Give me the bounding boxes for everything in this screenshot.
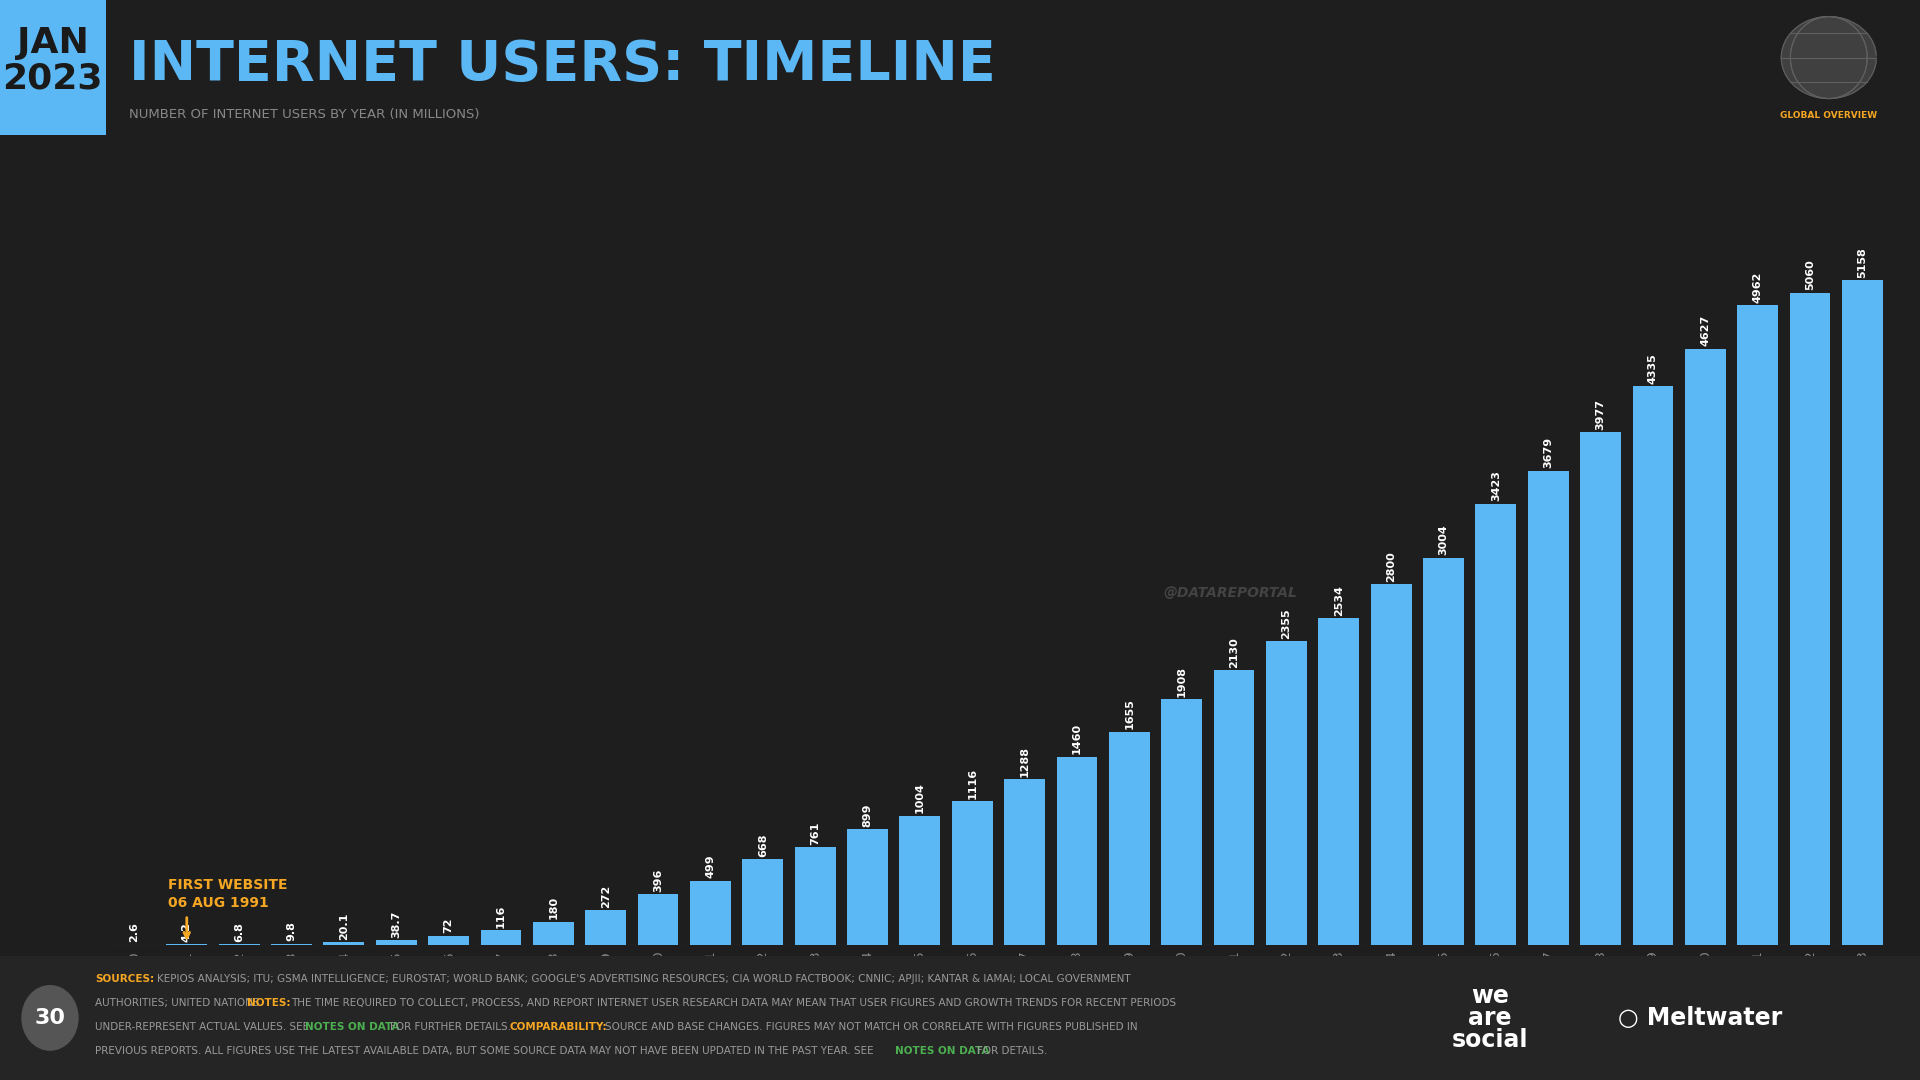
Bar — [480, 930, 522, 945]
Bar — [271, 944, 311, 945]
Text: @DATAREPORTAL: @DATAREPORTAL — [1164, 586, 1298, 600]
Bar — [1004, 779, 1044, 945]
Text: 180: 180 — [549, 896, 559, 919]
Bar — [1371, 584, 1411, 945]
Text: 2130: 2130 — [1229, 637, 1238, 669]
Text: 1460: 1460 — [1071, 724, 1083, 755]
Text: 668: 668 — [758, 833, 768, 856]
Text: FIRST WEBSITE
06 AUG 1991: FIRST WEBSITE 06 AUG 1991 — [169, 878, 288, 909]
Bar — [1841, 280, 1884, 945]
Text: 5060: 5060 — [1805, 259, 1814, 291]
Text: SOURCES:: SOURCES: — [94, 974, 154, 984]
Text: 1004: 1004 — [914, 782, 925, 813]
Bar — [1528, 471, 1569, 945]
Bar — [899, 815, 941, 945]
Bar — [1789, 293, 1830, 945]
Bar — [1580, 432, 1620, 945]
Bar — [534, 922, 574, 945]
Text: 2355: 2355 — [1281, 608, 1292, 639]
Bar — [428, 935, 468, 945]
Text: ○ Meltwater: ○ Meltwater — [1619, 1005, 1782, 1030]
Circle shape — [1782, 16, 1876, 98]
Bar — [1686, 349, 1726, 945]
Text: 6.8: 6.8 — [234, 922, 244, 942]
Bar — [1110, 731, 1150, 945]
Text: 9.8: 9.8 — [286, 921, 296, 942]
Bar — [1475, 503, 1517, 945]
Bar — [795, 847, 835, 945]
Text: 4962: 4962 — [1753, 272, 1763, 303]
Text: PREVIOUS REPORTS. ALL FIGURES USE THE LATEST AVAILABLE DATA, BUT SOME SOURCE DAT: PREVIOUS REPORTS. ALL FIGURES USE THE LA… — [94, 1047, 874, 1056]
Bar — [689, 880, 732, 945]
Text: 4627: 4627 — [1701, 315, 1711, 347]
Bar — [1162, 699, 1202, 945]
Bar — [1319, 619, 1359, 945]
Text: FOR FURTHER DETAILS.: FOR FURTHER DETAILS. — [390, 1022, 511, 1032]
Text: INTERNET USERS: TIMELINE: INTERNET USERS: TIMELINE — [129, 38, 995, 92]
Text: NOTES:: NOTES: — [248, 998, 290, 1008]
Text: 499: 499 — [705, 854, 716, 878]
Text: 396: 396 — [653, 868, 662, 892]
Text: UNDER-REPRESENT ACTUAL VALUES. SEE: UNDER-REPRESENT ACTUAL VALUES. SEE — [94, 1022, 309, 1032]
Text: 1908: 1908 — [1177, 665, 1187, 697]
Text: 116: 116 — [495, 904, 507, 928]
Text: SOURCE AND BASE CHANGES. FIGURES MAY NOT MATCH OR CORRELATE WITH FIGURES PUBLISH: SOURCE AND BASE CHANGES. FIGURES MAY NOT… — [605, 1022, 1139, 1032]
Text: FOR DETAILS.: FOR DETAILS. — [977, 1047, 1048, 1056]
Text: 3004: 3004 — [1438, 525, 1448, 555]
Bar — [952, 801, 993, 945]
Circle shape — [21, 986, 79, 1050]
Text: NUMBER OF INTERNET USERS BY YEAR (IN MILLIONS): NUMBER OF INTERNET USERS BY YEAR (IN MIL… — [129, 108, 480, 121]
Text: 2.6: 2.6 — [129, 922, 140, 943]
Bar — [586, 910, 626, 945]
Text: 4335: 4335 — [1647, 353, 1659, 383]
Text: 72: 72 — [444, 918, 453, 933]
Text: 1288: 1288 — [1020, 745, 1029, 777]
Bar — [847, 829, 887, 945]
Text: 2800: 2800 — [1386, 551, 1396, 582]
Text: 4.2: 4.2 — [182, 922, 192, 942]
Text: 5158: 5158 — [1857, 247, 1868, 278]
Text: 2534: 2534 — [1334, 585, 1344, 616]
Text: KEPIOS ANALYSIS; ITU; GSMA INTELLIGENCE; EUROSTAT; WORLD BANK; GOOGLE'S ADVERTIS: KEPIOS ANALYSIS; ITU; GSMA INTELLIGENCE;… — [157, 974, 1131, 984]
Bar — [743, 859, 783, 945]
Text: COMPARABILITY:: COMPARABILITY: — [511, 1022, 607, 1032]
Text: 1655: 1655 — [1125, 699, 1135, 729]
Text: 3679: 3679 — [1544, 437, 1553, 469]
Text: 899: 899 — [862, 804, 872, 827]
Text: 1116: 1116 — [968, 768, 977, 799]
Text: 38.7: 38.7 — [392, 910, 401, 937]
Bar — [1738, 306, 1778, 945]
Text: 3423: 3423 — [1490, 471, 1501, 501]
Bar — [637, 894, 678, 945]
Text: NOTES ON DATA: NOTES ON DATA — [305, 1022, 399, 1032]
Text: NOTES ON DATA: NOTES ON DATA — [895, 1047, 989, 1056]
Bar — [1213, 671, 1254, 945]
Text: 3977: 3977 — [1596, 399, 1605, 430]
Text: we
are
social: we are social — [1452, 984, 1528, 1052]
Text: AUTHORITIES; UNITED NATIONS.: AUTHORITIES; UNITED NATIONS. — [94, 998, 263, 1008]
Bar — [376, 940, 417, 945]
Text: 761: 761 — [810, 821, 820, 845]
Bar — [1056, 757, 1098, 945]
Bar — [1423, 557, 1463, 945]
Bar — [323, 943, 365, 945]
Text: GLOBAL OVERVIEW: GLOBAL OVERVIEW — [1780, 110, 1878, 120]
Text: JAN
2023: JAN 2023 — [2, 26, 104, 95]
Text: 20.1: 20.1 — [338, 913, 349, 940]
Text: 272: 272 — [601, 885, 611, 907]
Text: THE TIME REQUIRED TO COLLECT, PROCESS, AND REPORT INTERNET USER RESEARCH DATA MA: THE TIME REQUIRED TO COLLECT, PROCESS, A… — [292, 998, 1177, 1008]
Bar — [1265, 642, 1308, 945]
Bar — [1632, 387, 1674, 945]
Text: 30: 30 — [35, 1008, 65, 1028]
